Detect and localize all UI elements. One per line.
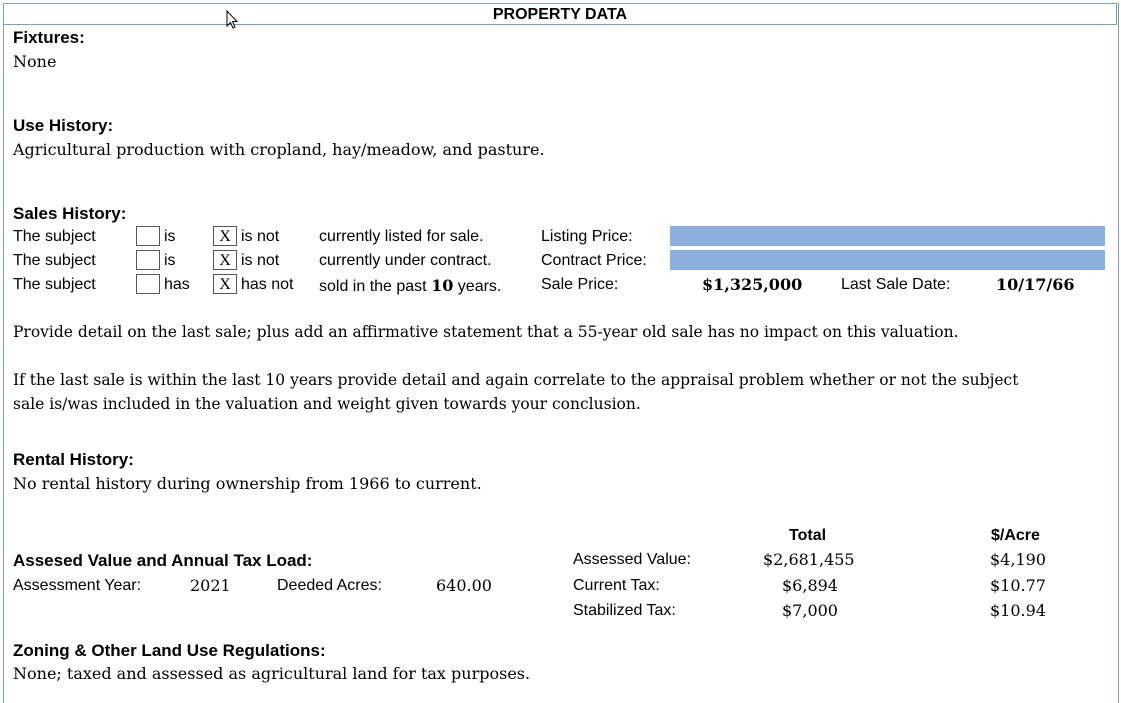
recent-sale-note-line1[interactable]: If the last sale is within the last 10 y… bbox=[13, 371, 1019, 389]
mouse-cursor-icon bbox=[226, 10, 238, 29]
listed-is-label: is bbox=[164, 228, 176, 245]
total-column-header: Total bbox=[789, 527, 827, 544]
sale-price-label: Sale Price: bbox=[541, 276, 619, 293]
listed-is-not-checkbox[interactable]: X bbox=[213, 226, 237, 246]
use-history-text[interactable]: Agricultural production with cropland, h… bbox=[13, 140, 545, 159]
stabilized-tax-per-acre[interactable]: $10.94 bbox=[990, 601, 1046, 620]
contract-is-checkbox[interactable] bbox=[136, 250, 160, 270]
rental-history-text[interactable]: No rental history during ownership from … bbox=[13, 474, 482, 493]
contract-subject-label: The subject bbox=[13, 252, 96, 269]
sale-price-value[interactable]: $1,325,000 bbox=[702, 275, 803, 294]
stabilized-tax-label: Stabilized Tax: bbox=[573, 602, 676, 619]
assessed-value-label: Assessed Value: bbox=[573, 551, 691, 568]
listing-subject-label: The subject bbox=[13, 228, 96, 245]
listing-price-field[interactable] bbox=[670, 226, 1105, 246]
sold-has-checkbox[interactable] bbox=[136, 274, 160, 294]
sold-years[interactable]: 10 bbox=[431, 276, 454, 295]
fixtures-text[interactable]: None bbox=[13, 52, 57, 71]
last-sale-note[interactable]: Provide detail on the last sale; plus ad… bbox=[13, 323, 959, 341]
rental-history-label: Rental History: bbox=[13, 450, 134, 469]
zoning-text[interactable]: None; taxed and assessed as agricultural… bbox=[13, 664, 531, 683]
per-acre-column-header: $/Acre bbox=[991, 527, 1040, 544]
sales-history-label: Sales History: bbox=[13, 204, 127, 223]
sold-subject-label: The subject bbox=[13, 276, 96, 293]
listed-desc: currently listed for sale. bbox=[319, 228, 484, 245]
assessed-value-per-acre[interactable]: $4,190 bbox=[990, 550, 1046, 569]
contract-price-field[interactable] bbox=[670, 250, 1105, 270]
current-tax-total[interactable]: $6,894 bbox=[782, 576, 838, 595]
current-tax-per-acre[interactable]: $10.77 bbox=[990, 576, 1046, 595]
assessment-label: Assesed Value and Annual Tax Load: bbox=[13, 551, 313, 570]
last-sale-date-label: Last Sale Date: bbox=[841, 276, 951, 293]
contract-price-label: Contract Price: bbox=[541, 252, 647, 269]
sold-has-not-label: has not bbox=[241, 276, 294, 293]
listed-is-not-label: is not bbox=[241, 228, 280, 245]
zoning-label: Zoning & Other Land Use Regulations: bbox=[13, 641, 326, 660]
listed-is-checkbox[interactable] bbox=[136, 226, 160, 246]
contract-desc: currently under contract. bbox=[319, 252, 492, 269]
sold-desc: sold in the past 10 years. bbox=[319, 276, 501, 296]
stabilized-tax-total[interactable]: $7,000 bbox=[782, 601, 838, 620]
sold-desc-pre: sold in the past bbox=[319, 278, 427, 295]
assessment-year-label: Assessment Year: bbox=[13, 577, 142, 594]
assessment-year-value[interactable]: 2021 bbox=[190, 576, 231, 595]
contract-is-not-checkbox[interactable]: X bbox=[213, 250, 237, 270]
sold-desc-post: years. bbox=[457, 278, 502, 295]
current-tax-label: Current Tax: bbox=[573, 577, 660, 594]
recent-sale-note-line2[interactable]: sale is/was included in the valuation an… bbox=[13, 395, 641, 413]
page-title: PROPERTY DATA bbox=[3, 3, 1117, 25]
sold-has-not-checkbox[interactable]: X bbox=[213, 274, 237, 294]
contract-is-not-label: is not bbox=[241, 252, 280, 269]
deeded-acres-value[interactable]: 640.00 bbox=[436, 576, 492, 595]
assessed-value-total[interactable]: $2,681,455 bbox=[763, 550, 855, 569]
deeded-acres-label: Deeded Acres: bbox=[277, 577, 382, 594]
form-frame bbox=[3, 3, 1119, 703]
sold-has-label: has bbox=[164, 276, 190, 293]
last-sale-date-value[interactable]: 10/17/66 bbox=[996, 275, 1075, 294]
use-history-label: Use History: bbox=[13, 116, 114, 135]
contract-is-label: is bbox=[164, 252, 176, 269]
fixtures-label: Fixtures: bbox=[13, 28, 85, 47]
listing-price-label: Listing Price: bbox=[541, 228, 633, 245]
